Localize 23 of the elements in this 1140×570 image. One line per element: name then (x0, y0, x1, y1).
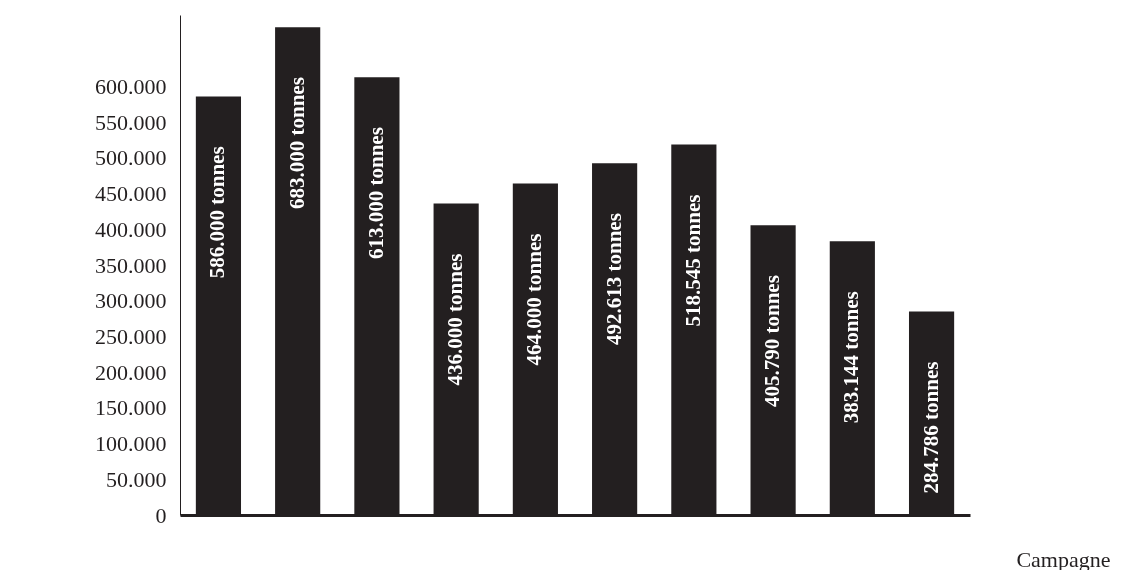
y-tick-label: 500.000 (95, 145, 167, 171)
data-label: 464.000 tonnes (522, 233, 547, 366)
y-tick-label: 50.000 (106, 466, 167, 492)
y-tick-label: 150.000 (95, 395, 167, 421)
data-label: 284.786 tonnes (918, 361, 943, 494)
y-tick-label: 250.000 (95, 323, 167, 349)
y-tick-label: 0 (155, 502, 167, 528)
data-label: 683.000 tonnes (284, 77, 309, 209)
y-tick-label: 550.000 (95, 109, 167, 135)
y-tick-label: 200.000 (95, 359, 167, 385)
y-tick-label: 300.000 (95, 288, 167, 314)
data-label: 613.000 tonnes (363, 127, 388, 259)
y-tick-label: 350.000 (95, 252, 167, 278)
data-label: 405.790 tonnes (760, 275, 785, 408)
y-tick-label: 450.000 (95, 181, 167, 207)
data-label: 383.144 tonnes (839, 291, 864, 424)
y-tick-label: 400.000 (95, 216, 167, 242)
y-tick-label: 100.000 (95, 431, 167, 457)
data-label: 518.545 tonnes (680, 194, 705, 327)
data-label: 436.000 tonnes (443, 253, 468, 386)
data-label: 492.613 tonnes (601, 213, 626, 345)
data-label: 586.000 tonnes (205, 146, 230, 279)
y-tick-label: 600.000 (95, 73, 167, 99)
